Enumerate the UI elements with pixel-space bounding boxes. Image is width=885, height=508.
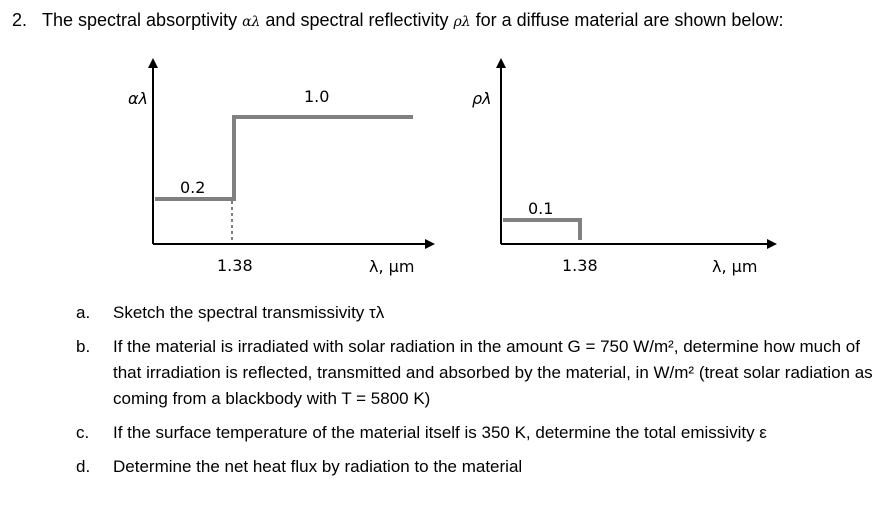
rho-symbol: ρλ (453, 14, 471, 30)
absorptivity-y-label: αλ (128, 89, 148, 108)
absorptivity-plot: αλ 1.0 0.2 1.38 λ, μm (128, 58, 435, 276)
part-d-text: Determine the net heat flux by radiation… (113, 457, 523, 476)
part-b: b. If the material is irradiated with so… (76, 334, 876, 412)
reflectivity-plot: ρλ 0.1 1.38 λ, μm (472, 58, 777, 276)
prompt-before: The spectral absorptivity (42, 10, 243, 30)
part-c-letter: c. (76, 423, 90, 442)
reflectivity-y-label: ρλ (472, 89, 492, 108)
part-a: a. Sketch the spectral transmissivity τλ (76, 300, 876, 326)
part-a-text: Sketch the spectral transmissivity τλ (113, 303, 385, 322)
reflectivity-step-x-label: 1.38 (562, 256, 598, 275)
absorptivity-low-label: 0.2 (180, 178, 205, 197)
part-b-letter: b. (76, 337, 91, 356)
alpha-symbol: αλ (242, 14, 261, 30)
absorptivity-step-x-label: 1.38 (217, 256, 253, 275)
question-header: 2. The spectral absorptivity αλ and spect… (12, 10, 783, 31)
part-c-text: If the surface temperature of the materi… (113, 423, 767, 442)
part-c: c. If the surface temperature of the mat… (76, 420, 876, 446)
question-parts: a. Sketch the spectral transmissivity τλ… (76, 300, 876, 488)
part-a-letter: a. (76, 303, 91, 322)
part-d-letter: d. (76, 457, 91, 476)
absorptivity-high-label: 1.0 (304, 87, 329, 106)
reflectivity-curve (503, 218, 582, 240)
absorptivity-curve (155, 115, 413, 201)
absorptivity-x-label: λ, μm (369, 257, 414, 276)
reflectivity-x-label: λ, μm (712, 257, 757, 276)
property-plots: αλ 1.0 0.2 1.38 λ, μm ρλ 0.1 1.38 λ, μm (128, 58, 777, 276)
prompt-after: for a diffuse material are shown below: (470, 10, 784, 30)
part-b-text: If the material is irradiated with solar… (113, 337, 873, 408)
prompt-mid: and spectral reflectivity (260, 10, 454, 30)
question-number: 2. (12, 10, 28, 30)
reflectivity-low-label: 0.1 (528, 199, 553, 218)
part-d: d. Determine the net heat flux by radiat… (76, 454, 876, 480)
